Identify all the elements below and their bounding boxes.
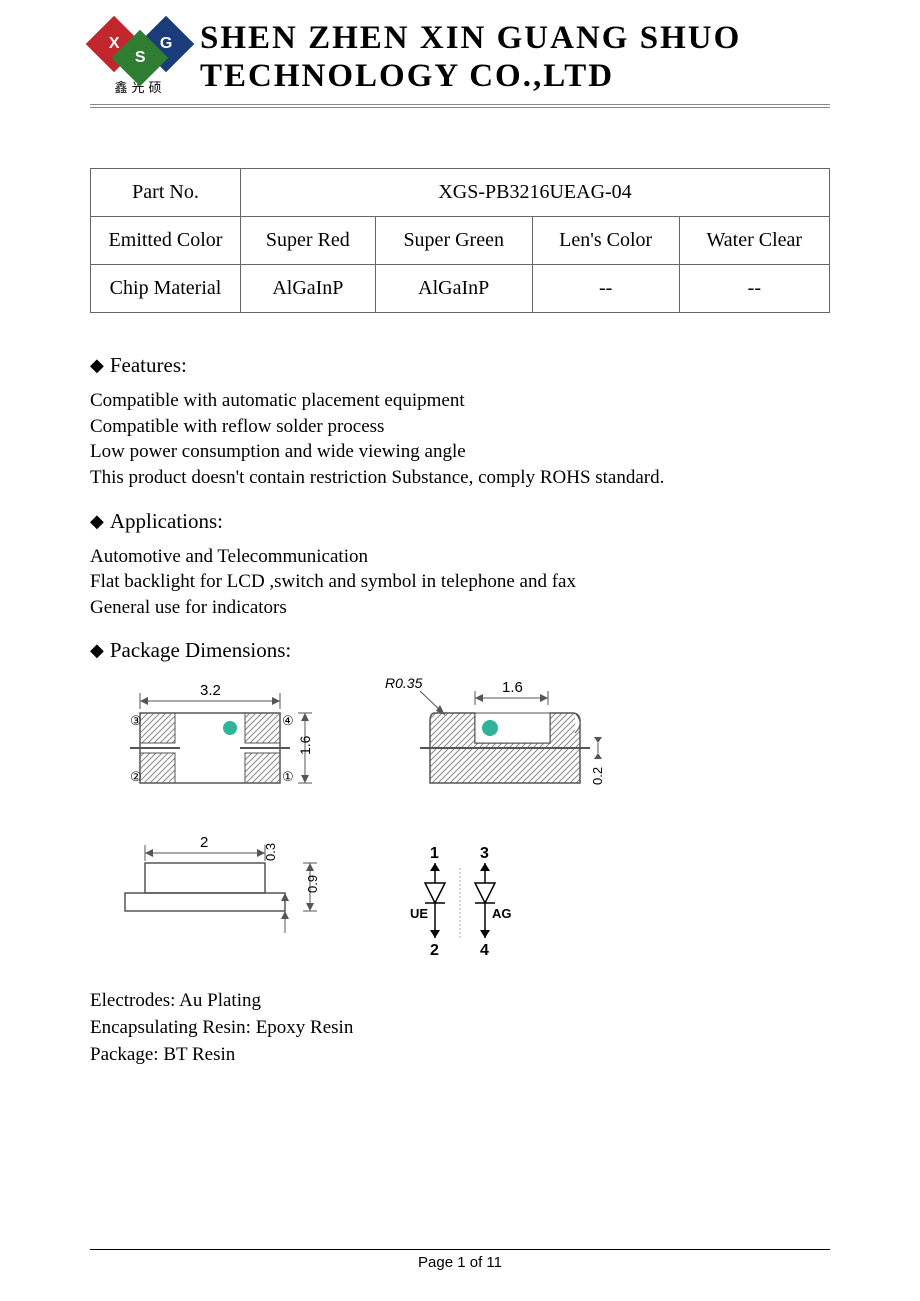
feature-item: This product doesn't contain restriction… xyxy=(90,465,830,491)
cell-value: Super Red xyxy=(241,217,376,265)
applications-heading: ◆ Applications: xyxy=(90,509,830,534)
table-row: Chip Material AlGaInP AlGaInP -- -- xyxy=(91,265,830,313)
page-container: X G S 鑫光硕 SHEN ZHEN XIN GUANG SHUO TECHN… xyxy=(0,0,920,1301)
feature-item: Compatible with automatic placement equi… xyxy=(90,388,830,414)
note-resin: Encapsulating Resin: Epoxy Resin xyxy=(90,1015,830,1042)
circuit-diagram: 1 2 UE 3 4 AG xyxy=(380,843,560,973)
cell-value: Water Clear xyxy=(679,217,829,265)
bullet-icon: ◆ xyxy=(90,640,104,661)
features-heading: ◆ Features: xyxy=(90,353,830,378)
note-label: Electrodes: xyxy=(90,990,175,1011)
cell-value: AlGaInP xyxy=(375,265,532,313)
svg-text:0.3: 0.3 xyxy=(263,843,278,861)
dim-width: 3.2 xyxy=(200,682,221,699)
logo-letter-g: G xyxy=(160,35,172,53)
cell-value: AlGaInP xyxy=(241,265,376,313)
footer: Page 1 of 11 xyxy=(90,1249,830,1271)
package-dimensions-title: Package Dimensions: xyxy=(110,638,291,663)
note-label: Package: xyxy=(90,1044,159,1065)
svg-text:③: ③ xyxy=(130,713,142,728)
svg-text:0.9: 0.9 xyxy=(305,875,320,893)
cell-label: Part No. xyxy=(91,169,241,217)
svg-text:②: ② xyxy=(130,769,142,784)
cell-value: Len's Color xyxy=(532,217,679,265)
svg-text:2: 2 xyxy=(200,834,208,851)
application-item: General use for indicators xyxy=(90,595,830,621)
note-value: Epoxy Resin xyxy=(256,1017,354,1038)
svg-text:1: 1 xyxy=(430,845,439,862)
company-name-line1: SHEN ZHEN XIN GUANG SHUO xyxy=(200,20,741,58)
feature-item: Low power consumption and wide viewing a… xyxy=(90,439,830,465)
header: X G S 鑫光硕 SHEN ZHEN XIN GUANG SHUO TECHN… xyxy=(90,20,830,104)
features-title: Features: xyxy=(110,353,187,378)
top-view-right-diagram: R0.35 1.6 xyxy=(380,673,620,813)
svg-text:1.6: 1.6 xyxy=(502,679,523,696)
svg-text:UE: UE xyxy=(410,906,428,921)
diagram-column-left: 3.2 ③ ④ ② ① xyxy=(110,673,340,973)
bullet-icon: ◆ xyxy=(90,511,104,532)
cell-label: Chip Material xyxy=(91,265,241,313)
logo-letter-s: S xyxy=(135,49,146,67)
diagrams-container: 3.2 ③ ④ ② ① xyxy=(110,673,830,973)
applications-list: Automotive and Telecommunication Flat ba… xyxy=(90,544,830,621)
logo-icon: X G S xyxy=(90,20,190,75)
spec-table: Part No. XGS-PB3216UEAG-04 Emitted Color… xyxy=(90,168,830,313)
application-item: Flat backlight for LCD ,switch and symbo… xyxy=(90,569,830,595)
applications-title: Applications: xyxy=(110,509,223,534)
cell-value: XGS-PB3216UEAG-04 xyxy=(241,169,830,217)
note-package: Package: BT Resin xyxy=(90,1042,830,1069)
application-item: Automotive and Telecommunication xyxy=(90,544,830,570)
note-value: Au Plating xyxy=(179,990,261,1011)
svg-text:4: 4 xyxy=(480,942,489,959)
footer-divider xyxy=(90,1249,830,1250)
svg-text:AG: AG xyxy=(492,906,512,921)
svg-text:2: 2 xyxy=(430,942,439,959)
cell-value: -- xyxy=(679,265,829,313)
polarity-dot xyxy=(223,721,237,735)
cell-value: Super Green xyxy=(375,217,532,265)
diagram-column-right: R0.35 1.6 xyxy=(380,673,620,973)
svg-text:④: ④ xyxy=(282,713,294,728)
note-label: Encapsulating Resin: xyxy=(90,1017,251,1038)
note-value: BT Resin xyxy=(163,1044,235,1065)
svg-text:3: 3 xyxy=(480,845,489,862)
notes: Electrodes: Au Plating Encapsulating Res… xyxy=(90,988,830,1068)
svg-text:0.2: 0.2 xyxy=(590,767,605,785)
cell-label: Emitted Color xyxy=(91,217,241,265)
table-row: Part No. XGS-PB3216UEAG-04 xyxy=(91,169,830,217)
company-name-line2: TECHNOLOGY CO.,LTD xyxy=(200,58,741,96)
cell-value: -- xyxy=(532,265,679,313)
features-list: Compatible with automatic placement equi… xyxy=(90,388,830,491)
page-number: Page 1 of 11 xyxy=(90,1254,830,1271)
feature-item: Compatible with reflow solder process xyxy=(90,414,830,440)
svg-text:R0.35: R0.35 xyxy=(385,675,423,691)
package-dimensions-heading: ◆ Package Dimensions: xyxy=(90,638,830,663)
svg-text:①: ① xyxy=(282,769,294,784)
top-view-diagram: 3.2 ③ ④ ② ① xyxy=(110,673,330,803)
header-divider xyxy=(90,104,830,108)
logo-block: X G S 鑫光硕 xyxy=(90,20,190,96)
note-electrodes: Electrodes: Au Plating xyxy=(90,988,830,1015)
side-view-diagram: 2 0.3 0.9 xyxy=(110,833,340,943)
bullet-icon: ◆ xyxy=(90,355,104,376)
svg-text:1.6: 1.6 xyxy=(297,736,313,756)
table-row: Emitted Color Super Red Super Green Len'… xyxy=(91,217,830,265)
company-name: SHEN ZHEN XIN GUANG SHUO TECHNOLOGY CO.,… xyxy=(200,20,741,96)
